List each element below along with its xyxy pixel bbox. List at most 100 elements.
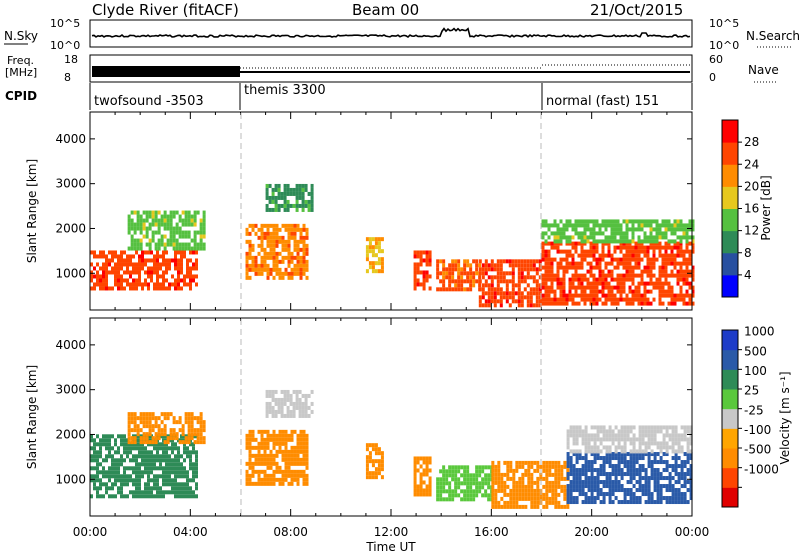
- velocity-cell: [145, 432, 149, 437]
- power-cell: [272, 247, 276, 252]
- velocity-cell: [656, 480, 660, 485]
- power-cell: [601, 281, 605, 286]
- velocity-cell: [551, 484, 555, 489]
- power-cell: [691, 227, 695, 232]
- power-cell: [574, 223, 578, 228]
- power-cell: [613, 245, 617, 250]
- velocity-cell: [274, 397, 278, 402]
- velocity-cell: [503, 472, 507, 477]
- power-cell: [664, 289, 668, 294]
- power-cell: [622, 297, 626, 302]
- power-cell: [305, 247, 309, 252]
- power-cell: [277, 207, 281, 212]
- power-cell: [571, 245, 575, 250]
- velocity-cell: [290, 429, 294, 434]
- velocity-cell: [189, 490, 192, 495]
- power-cell: [649, 265, 653, 270]
- power-cell: [263, 255, 267, 260]
- velocity-cell: [599, 429, 603, 434]
- power-cell: [616, 239, 620, 244]
- power-cell: [260, 231, 264, 236]
- velocity-colorbar-segment: [722, 369, 738, 390]
- velocity-cell: [689, 433, 693, 438]
- velocity-cell: [151, 412, 155, 417]
- velocity-cell: [413, 460, 417, 465]
- power-cell: [96, 262, 99, 267]
- velocity-cell: [180, 434, 183, 439]
- power-cell: [619, 285, 623, 290]
- power-cell: [484, 271, 488, 276]
- power-cell: [589, 285, 593, 290]
- velocity-cell: [551, 496, 555, 501]
- power-cell: [565, 261, 569, 266]
- velocity-cell: [165, 482, 168, 487]
- velocity-cell: [193, 416, 197, 421]
- power-cell: [490, 283, 494, 288]
- power-cell: [658, 253, 662, 258]
- power-cell: [604, 239, 608, 244]
- velocity-cell: [518, 496, 522, 501]
- velocity-cell: [620, 445, 624, 450]
- power-cell: [307, 203, 311, 208]
- velocity-cell: [554, 480, 558, 485]
- velocity-colorbar-tick-label: 1000: [744, 325, 775, 339]
- velocity-cell: [632, 500, 636, 505]
- power-cell: [592, 297, 596, 302]
- velocity-cell: [180, 470, 183, 475]
- velocity-cell: [117, 474, 120, 479]
- power-cell: [634, 289, 638, 294]
- velocity-cell: [132, 446, 135, 451]
- velocity-colorbar-segment: [722, 330, 738, 351]
- power-cell: [541, 249, 545, 254]
- power-cell: [266, 243, 270, 248]
- power-cell: [144, 270, 147, 275]
- power-cell: [598, 281, 602, 286]
- power-cell: [278, 239, 282, 244]
- velocity-cell: [475, 473, 479, 478]
- power-cell: [535, 267, 539, 272]
- velocity-cell: [380, 455, 384, 460]
- velocity-cell: [602, 437, 606, 442]
- power-cell: [126, 262, 129, 267]
- velocity-cell: [620, 437, 624, 442]
- power-cell: [613, 301, 617, 306]
- power-cell: [148, 222, 152, 227]
- velocity-cell: [533, 492, 537, 497]
- power-cell: [248, 267, 252, 272]
- velocity-cell: [469, 477, 473, 482]
- power-cell: [598, 257, 602, 262]
- power-cell: [114, 270, 117, 275]
- power-cell: [251, 227, 255, 232]
- velocity-cell: [114, 494, 117, 499]
- velocity-cell: [587, 460, 591, 465]
- power-cell: [490, 259, 494, 264]
- velocity-cell: [596, 488, 600, 493]
- power-cell: [289, 191, 293, 196]
- velocity-cell: [689, 484, 693, 489]
- power-cell: [631, 269, 635, 274]
- velocity-cell: [135, 466, 138, 471]
- velocity-cell: [506, 500, 510, 505]
- velocity-cell: [277, 409, 281, 414]
- velocity-cell: [105, 442, 108, 447]
- velocity-cell: [509, 468, 513, 473]
- velocity-cell: [138, 474, 141, 479]
- power-cell: [661, 245, 665, 250]
- velocity-cell: [301, 393, 305, 398]
- power-cell: [105, 266, 108, 271]
- power-cell: [631, 273, 635, 278]
- power-cell: [457, 259, 461, 264]
- power-cell: [172, 246, 176, 251]
- power-cell: [649, 235, 653, 240]
- power-cell: [260, 267, 264, 272]
- power-cell: [172, 214, 176, 219]
- velocity-cell: [165, 442, 168, 447]
- power-cell: [550, 273, 554, 278]
- velocity-cell: [305, 465, 309, 470]
- velocity-cell: [551, 460, 555, 465]
- velocity-cell: [302, 445, 306, 450]
- power-cell: [293, 247, 297, 252]
- velocity-cell: [304, 401, 308, 406]
- velocity-cell: [287, 449, 291, 454]
- power-cell: [478, 267, 482, 272]
